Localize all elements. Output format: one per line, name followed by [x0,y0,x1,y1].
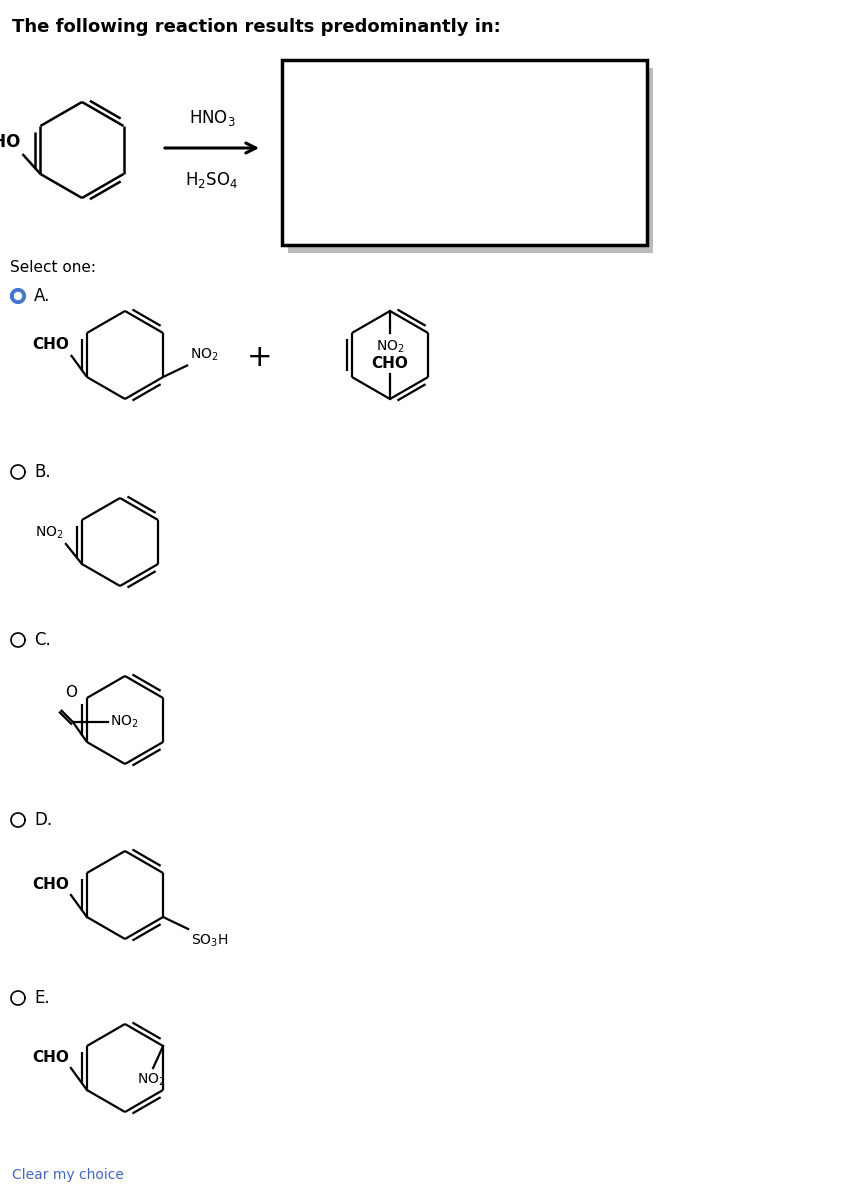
Text: CHO: CHO [32,1050,69,1065]
Text: Clear my choice: Clear my choice [12,1169,124,1182]
Text: D.: D. [34,812,52,829]
Text: The following reaction results predominantly in:: The following reaction results predomina… [12,18,501,36]
Text: CHO: CHO [372,356,408,371]
Text: NO$_2$: NO$_2$ [190,346,218,363]
Text: H$_2$SO$_4$: H$_2$SO$_4$ [186,170,238,190]
Text: E.: E. [34,989,50,1007]
Polygon shape [15,293,22,300]
Text: Select one:: Select one: [10,259,96,275]
Bar [288,68,653,253]
Text: SO$_3$H: SO$_3$H [191,933,229,950]
Text: NO$_2$: NO$_2$ [110,714,138,731]
Text: NO$_2$: NO$_2$ [376,339,404,356]
Text: NO$_2$: NO$_2$ [137,1072,165,1089]
Text: HNO$_3$: HNO$_3$ [188,108,236,129]
Bar [282,60,647,245]
Text: CHO: CHO [0,133,21,151]
Text: B.: B. [34,463,51,481]
Polygon shape [11,289,25,303]
Text: CHO: CHO [32,877,69,892]
Text: CHO: CHO [32,337,69,352]
Text: A.: A. [34,287,51,305]
Text: NO$_2$: NO$_2$ [35,525,64,541]
Text: C.: C. [34,631,51,649]
Text: +: + [247,344,273,372]
Text: O: O [64,685,77,700]
